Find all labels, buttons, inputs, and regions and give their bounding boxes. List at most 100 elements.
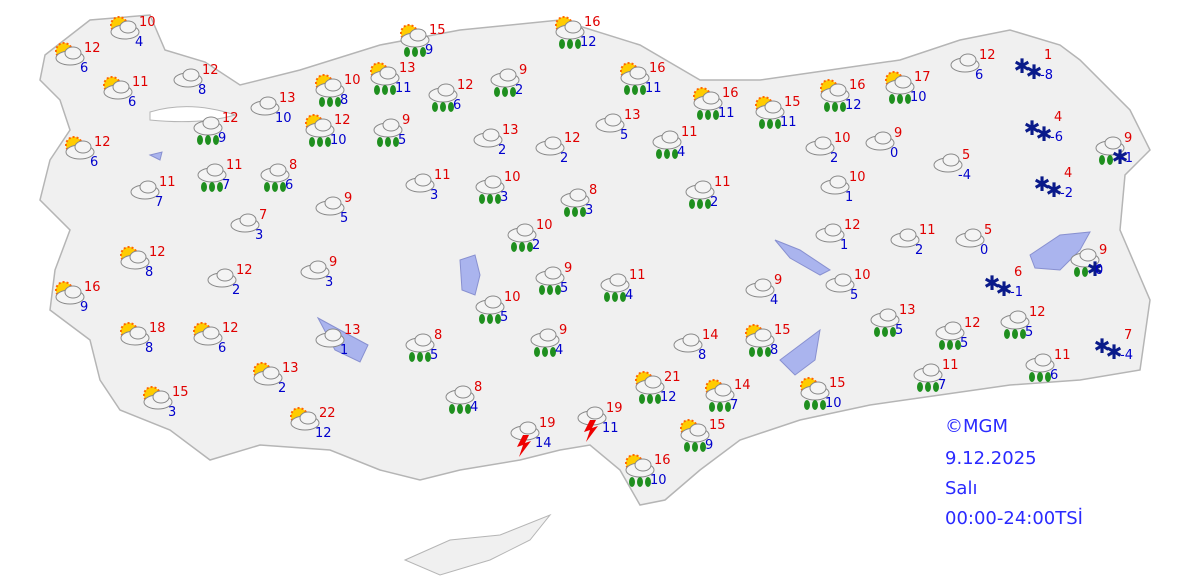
- max-temp: 11: [714, 175, 731, 190]
- cloud: [206, 163, 224, 177]
- cloud: [959, 53, 977, 67]
- min-temp: 8: [698, 348, 706, 363]
- cloud: [129, 326, 147, 340]
- max-temp: 5: [984, 223, 992, 238]
- max-temp: 9: [774, 273, 782, 288]
- raindrop: [555, 285, 561, 295]
- raindrop: [1074, 267, 1080, 277]
- weather-icon: [120, 322, 150, 346]
- raindrop: [645, 477, 651, 487]
- weather-icon: ✱✱: [1024, 116, 1053, 146]
- raindrop: [684, 442, 690, 452]
- min-temp: 9: [218, 131, 226, 146]
- weather-icon: [405, 333, 435, 362]
- cloud: [437, 83, 455, 97]
- weather-icon: [955, 228, 985, 248]
- weather-icon: [445, 385, 475, 414]
- min-temp: 14: [535, 436, 552, 451]
- max-temp: 12: [84, 41, 101, 56]
- raindrop: [377, 137, 383, 147]
- raindrop: [393, 137, 399, 147]
- max-temp: 9: [1099, 243, 1107, 258]
- weather-icon: [207, 268, 237, 288]
- raindrop: [890, 327, 896, 337]
- cloud: [714, 383, 732, 397]
- lake: [459, 254, 481, 296]
- raindrop: [1082, 267, 1088, 277]
- cloud: [604, 113, 622, 127]
- weather-icon: [890, 228, 920, 248]
- max-temp: 15: [829, 376, 846, 391]
- max-temp: 8: [434, 328, 442, 343]
- cloud: [609, 273, 627, 287]
- cloud: [182, 68, 200, 82]
- raindrop: [527, 242, 533, 252]
- raindrop: [655, 394, 661, 404]
- max-temp: 6: [1014, 265, 1022, 280]
- min-temp: 2: [515, 83, 523, 98]
- cloud: [661, 130, 679, 144]
- raindrop: [385, 137, 391, 147]
- weather-icon: [933, 153, 963, 173]
- min-temp: 7: [938, 378, 946, 393]
- cloud: [944, 321, 962, 335]
- weather-icon: [173, 68, 203, 88]
- raindrop: [624, 85, 630, 95]
- min-temp: 5: [620, 128, 628, 143]
- min-temp: 7: [155, 195, 163, 210]
- max-temp: 16: [584, 15, 601, 30]
- weather-icon: [685, 180, 715, 209]
- weather-icon: [935, 321, 965, 350]
- weather-icon: [800, 377, 830, 410]
- min-temp: 8: [145, 341, 153, 356]
- raindrop: [550, 347, 556, 357]
- raindrop: [697, 110, 703, 120]
- max-temp: 12: [964, 316, 981, 331]
- raindrop: [647, 394, 653, 404]
- min-temp: 10: [650, 473, 667, 488]
- weather-icon: [143, 386, 173, 410]
- weather-icon: [680, 419, 710, 452]
- raindrop: [725, 402, 731, 412]
- raindrop: [905, 94, 911, 104]
- min-temp: 5: [430, 348, 438, 363]
- period: 00:00-24:00TSİ: [945, 508, 1083, 529]
- raindrop: [840, 102, 846, 112]
- max-temp: 7: [259, 208, 267, 223]
- cloud: [964, 228, 982, 242]
- weather-icon: [870, 308, 900, 337]
- lake: [148, 151, 163, 161]
- max-temp: 4: [1064, 166, 1072, 181]
- credit: ©MGM: [945, 416, 1008, 437]
- weather-icon: [535, 266, 565, 295]
- weather-icon: [693, 87, 723, 120]
- raindrop: [612, 292, 618, 302]
- raindrop: [629, 477, 635, 487]
- weather-icon: [705, 379, 735, 412]
- date: 9.12.2025: [945, 448, 1037, 469]
- raindrop: [412, 47, 418, 57]
- weather-icon: [820, 175, 850, 195]
- max-temp: 11: [132, 75, 149, 90]
- raindrop: [620, 292, 626, 302]
- raindrop: [632, 85, 638, 95]
- weather-icon: [815, 223, 845, 243]
- weather-icon: [473, 128, 503, 148]
- min-temp: 1: [845, 190, 853, 205]
- max-temp: 16: [649, 61, 666, 76]
- cloud: [629, 66, 647, 80]
- weather-icon: [315, 74, 345, 107]
- raindrop: [717, 402, 723, 412]
- raindrop: [1107, 155, 1113, 165]
- raindrop: [804, 400, 810, 410]
- max-temp: 10: [504, 170, 521, 185]
- min-temp: 11: [718, 106, 735, 121]
- cloud: [309, 260, 327, 274]
- min-temp: -8: [1040, 68, 1053, 83]
- min-temp: 5: [1025, 325, 1033, 340]
- max-temp: 19: [539, 416, 556, 431]
- weather-icon: [635, 371, 665, 404]
- min-temp: 3: [430, 188, 438, 203]
- cloud: [262, 366, 280, 380]
- weather-icon: [405, 173, 435, 193]
